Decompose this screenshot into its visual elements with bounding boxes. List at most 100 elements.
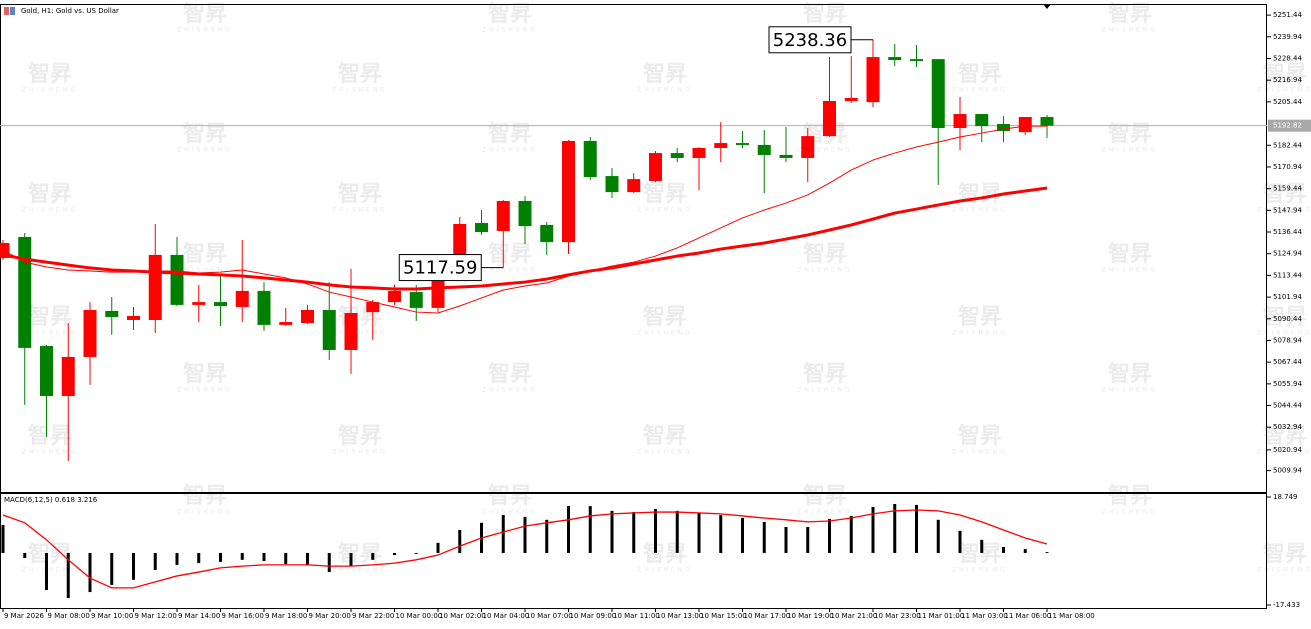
y-tick-label: 18.749: [1273, 493, 1298, 501]
macd-bar: [153, 552, 157, 570]
watermark-text: ZHISHENG: [952, 87, 1008, 94]
watermark-text: ZHISHENG: [952, 330, 1008, 337]
watermark-logo: 智昇: [338, 423, 382, 449]
macd-bar: [306, 552, 309, 565]
candle-body: [388, 290, 401, 303]
macd-bar: [1023, 549, 1027, 553]
y-tick-label: 5067.44: [1273, 358, 1302, 366]
watermark-text: ZHISHENG: [797, 509, 853, 516]
shift-marker: [1043, 4, 1051, 9]
y-tick-label: 5044.44: [1273, 402, 1302, 410]
candle-body: [322, 309, 336, 350]
watermark-text: ZHISHENG: [482, 147, 538, 154]
candle-body: [605, 176, 619, 193]
macd-bar: [414, 552, 418, 554]
candle-body: [301, 309, 314, 324]
watermark-logo: 智昇: [338, 181, 382, 207]
watermark-logo: 智昇: [28, 304, 72, 330]
macd-bar: [675, 510, 679, 553]
watermark-logo: 智昇: [183, 121, 227, 147]
y-tick-label: 5182.44: [1273, 141, 1302, 149]
candle-body: [61, 356, 75, 396]
watermark-logo: 智昇: [28, 541, 72, 567]
x-tick-label: 10 Mar 07:00: [526, 612, 573, 620]
macd-bar: [393, 552, 396, 556]
current-price-label: 5192.82: [1273, 122, 1302, 130]
x-tick-label: 9 Mar 18:00: [265, 612, 307, 620]
watermark-logo: 智昇: [488, 361, 532, 387]
watermark-text: ZHISHENG: [177, 267, 233, 274]
watermark-logo: 智昇: [643, 304, 687, 330]
candle-body: [649, 153, 662, 181]
macd-bar: [567, 506, 570, 553]
x-tick-label: 10 Mar 21:00: [831, 612, 878, 620]
y-tick-label: 5147.94: [1273, 206, 1302, 214]
x-tick-label: 10 Mar 02:00: [439, 612, 486, 620]
macd-bar: [980, 539, 984, 553]
macd-bar: [262, 552, 266, 562]
candle-body: [823, 101, 836, 137]
annotation-label: 5238.36: [773, 30, 847, 51]
candle-body: [496, 200, 510, 231]
y-tick-label: 5032.94: [1273, 423, 1302, 431]
y-tick-label: 5020.94: [1273, 446, 1302, 454]
macd-bar: [349, 552, 353, 567]
candle-body: [127, 316, 140, 320]
watermark-logo: 智昇: [28, 423, 72, 449]
watermark-logo: 智昇: [803, 1, 847, 27]
macd-bar: [936, 519, 940, 553]
macd-bar: [197, 552, 201, 564]
x-tick-label: 10 Mar 17:00: [744, 612, 791, 620]
macd-bar: [1045, 552, 1049, 553]
watermark-logo: 智昇: [958, 541, 1002, 567]
candle-body: [844, 97, 858, 102]
moving-average: [2, 125, 1047, 314]
watermark-text: ZHISHENG: [22, 449, 78, 456]
watermark-text: ZHISHENG: [1257, 567, 1311, 574]
watermark-text: ZHISHENG: [482, 267, 538, 274]
candle-body: [736, 143, 749, 145]
watermark-text: ZHISHENG: [332, 449, 388, 456]
watermark-text: ZHISHENG: [1102, 387, 1158, 394]
macd-bar: [697, 512, 701, 553]
candle-body: [714, 143, 728, 148]
y-tick-label: 5055.94: [1273, 380, 1302, 388]
watermark-logo: 智昇: [1263, 181, 1307, 207]
watermark-logo: 智昇: [958, 423, 1002, 449]
x-tick-label: 11 Mar 01:00: [918, 612, 965, 620]
macd-bar: [828, 518, 831, 553]
macd-bar: [915, 504, 918, 553]
watermark-text: ZHISHENG: [637, 207, 693, 214]
watermark-text: ZHISHENG: [177, 509, 233, 516]
watermark-text: ZHISHENG: [1102, 147, 1158, 154]
watermark-logo: 智昇: [1108, 361, 1152, 387]
y-tick-label: 5239.94: [1273, 33, 1302, 41]
candle-body: [40, 346, 53, 396]
macd-bar: [784, 526, 788, 553]
candle-body: [83, 309, 97, 357]
macd-bar: [654, 509, 657, 553]
macd-plot: [1, 504, 1049, 599]
candle-body: [779, 154, 793, 158]
watermark-logo: 智昇: [488, 121, 532, 147]
x-tick-label: 10 Mar 13:00: [657, 612, 704, 620]
candle-body: [214, 302, 227, 307]
watermark-logo: 智昇: [338, 541, 382, 567]
y-tick-label: 5216.94: [1273, 76, 1302, 84]
x-tick-label: 9 Mar 14:00: [178, 612, 220, 620]
moving-average: [2, 186, 1048, 291]
watermark-logo: 智昇: [183, 1, 227, 27]
y-tick-label: 5101.94: [1273, 293, 1302, 301]
watermark-text: ZHISHENG: [1102, 267, 1158, 274]
watermarks: 智昇ZHISHENG智昇ZHISHENG智昇ZHISHENG智昇ZHISHENG…: [22, 1, 1311, 574]
candle-body: [888, 57, 902, 61]
watermark-text: ZHISHENG: [22, 207, 78, 214]
watermark-logo: 智昇: [803, 361, 847, 387]
watermark-text: ZHISHENG: [22, 330, 78, 337]
watermark-logo: 智昇: [958, 304, 1002, 330]
macd-bar: [719, 515, 723, 553]
watermark-logo: 智昇: [1108, 1, 1152, 27]
watermark-text: ZHISHENG: [637, 449, 693, 456]
macd-bar: [88, 552, 92, 593]
watermark-logo: 智昇: [643, 181, 687, 207]
